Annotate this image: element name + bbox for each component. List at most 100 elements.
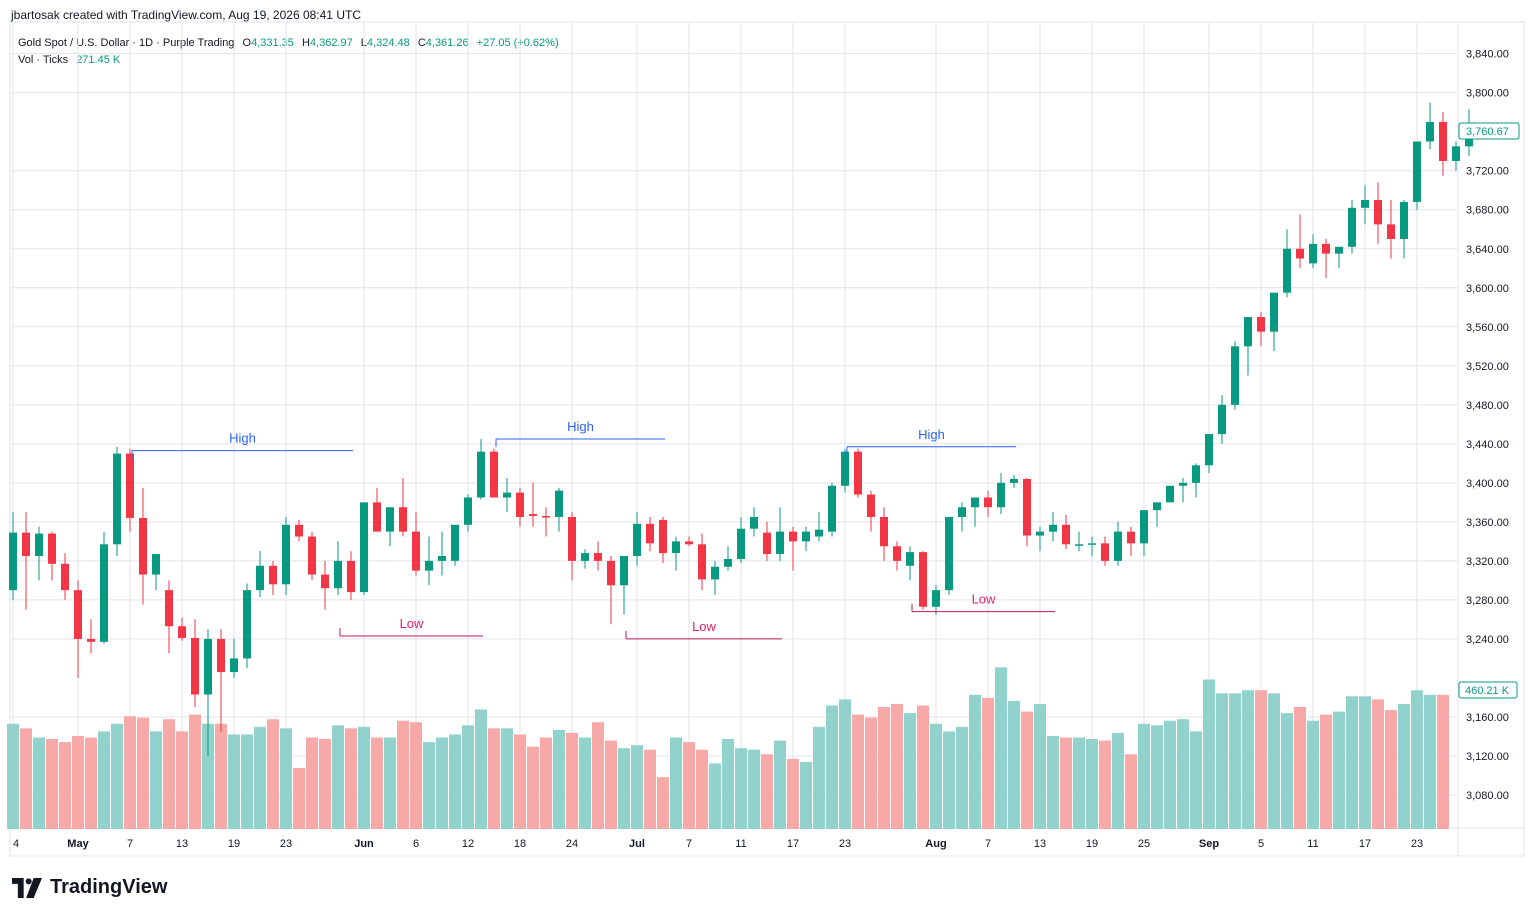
candle-body: [48, 533, 56, 564]
candle-body: [685, 541, 693, 545]
volume-bar: [371, 737, 383, 829]
volume-bar: [1281, 713, 1293, 829]
volume-bar: [241, 734, 253, 829]
candle-body: [958, 507, 966, 517]
volume-bar: [618, 748, 630, 829]
candle-body: [464, 497, 472, 525]
candle-body: [256, 565, 264, 591]
volume-bar: [1242, 690, 1254, 829]
volume-bar: [631, 745, 643, 829]
legend-change: +27.05 (+0.62%): [476, 37, 559, 49]
candle-body: [360, 502, 368, 593]
candle-body: [308, 536, 316, 575]
volume-bar: [982, 697, 994, 829]
candle-body: [1231, 346, 1239, 405]
candle-body: [542, 516, 550, 518]
price-tick-label: 3,600.00: [1466, 283, 1509, 295]
candle-body: [1361, 199, 1369, 208]
time-tick-label: 13: [1034, 838, 1046, 850]
volume-bar: [410, 722, 422, 829]
time-tick-label: 7: [127, 838, 133, 850]
time-tick-label: Aug: [925, 838, 946, 850]
candle-body: [1010, 478, 1018, 483]
volume-bar: [1021, 711, 1033, 829]
time-tick-label: 23: [1411, 838, 1423, 850]
candle-body: [1127, 531, 1135, 544]
candle-body: [1335, 246, 1343, 254]
low-label: Low: [972, 592, 996, 607]
volume-bar: [163, 719, 175, 829]
volume-bar: [1229, 693, 1241, 829]
price-tick-label: 3,720.00: [1466, 166, 1509, 178]
legend-volume-label[interactable]: Vol · Ticks: [18, 54, 69, 66]
candle-body: [165, 590, 173, 627]
candle-body: [867, 494, 875, 517]
volume-bar: [904, 713, 916, 829]
time-tick-label: 7: [686, 838, 692, 850]
candle-body: [945, 516, 953, 591]
candle-body: [1374, 199, 1382, 225]
candles: [9, 102, 1473, 756]
candle-body: [334, 560, 342, 589]
volume-bar: [722, 739, 734, 829]
volume-bar: [1216, 693, 1228, 829]
volume-bar: [319, 739, 331, 829]
annotations: High Low High Low High Low: [131, 419, 1055, 640]
candle-body: [295, 524, 303, 537]
candle-body: [724, 558, 732, 567]
volume-bar: [852, 714, 864, 829]
price-tick-label: 3,240.00: [1466, 634, 1509, 646]
candle-body: [1309, 243, 1317, 264]
volume-bar: [397, 720, 409, 829]
volume-bar: [930, 723, 942, 829]
candle-body: [1413, 141, 1421, 202]
volume-bar: [293, 768, 305, 829]
volume-bar: [605, 740, 617, 829]
volume-bar: [475, 709, 487, 829]
volume-bar: [592, 722, 604, 829]
volume-bar: [150, 731, 162, 829]
candle-body: [1179, 482, 1187, 486]
volume-bar: [189, 714, 201, 829]
volume-bar: [228, 734, 240, 829]
volume-bar: [137, 717, 149, 829]
time-tick-label: 24: [566, 838, 578, 850]
candle-body: [906, 552, 914, 566]
time-tick-label: 5: [1258, 838, 1264, 850]
candle-body: [1348, 207, 1356, 247]
candle-body: [698, 544, 706, 580]
candle-body: [1244, 317, 1252, 347]
time-tick-label: 11: [735, 838, 746, 850]
legend-symbol[interactable]: Gold Spot / U.S. Dollar · 1D · Purple Tr…: [18, 37, 235, 49]
volume-bar: [1060, 737, 1072, 829]
volume-bar: [1320, 714, 1332, 829]
volume-bar: [839, 699, 851, 829]
price-tick-label: 3,480.00: [1466, 400, 1509, 412]
candle-body: [243, 590, 251, 659]
volume-bar: [20, 728, 32, 829]
candle-body: [113, 453, 121, 545]
time-tick-label: 17: [1359, 838, 1371, 850]
tradingview-logo[interactable]: TradingView: [12, 876, 167, 899]
legend-high-label: H: [301, 37, 310, 49]
volume-bar: [423, 742, 435, 829]
last-price-label: 3,760.67: [1466, 126, 1509, 138]
volume-bar: [1294, 707, 1306, 829]
volume-bar: [1437, 694, 1449, 829]
high-label: High: [918, 427, 945, 442]
candle-body: [1049, 524, 1057, 532]
volume-bar: [215, 723, 227, 829]
volume-bar: [1034, 703, 1046, 829]
volume-bar: [1164, 720, 1176, 829]
volume-bar: [1099, 740, 1111, 829]
tradingview-brand-text: TradingView: [50, 876, 168, 898]
volume-bar: [488, 728, 500, 829]
candle-body: [152, 554, 160, 575]
candle-body: [516, 492, 524, 517]
candle-body: [672, 541, 680, 554]
volume-bar: [709, 763, 721, 829]
candle-body: [750, 516, 758, 529]
price-tick-label: 3,280.00: [1466, 595, 1509, 607]
last-price-label-box: [1458, 122, 1520, 140]
